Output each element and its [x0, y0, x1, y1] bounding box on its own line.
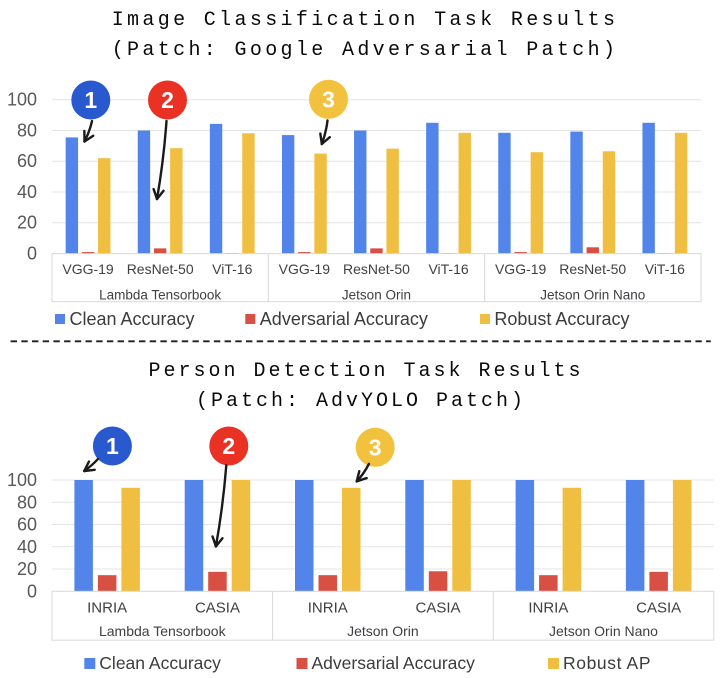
svg-text:VGG-19: VGG-19	[279, 261, 331, 277]
svg-text:INRIA: INRIA	[528, 600, 568, 617]
svg-text:100: 100	[7, 90, 37, 110]
svg-text:Jetson Orin Nano: Jetson Orin Nano	[549, 623, 658, 639]
svg-text:Person Detection Task Results: Person Detection Task Results	[148, 360, 583, 383]
svg-text:ResNet-50: ResNet-50	[127, 261, 194, 277]
svg-text:1: 1	[106, 433, 119, 459]
svg-text:60: 60	[17, 515, 37, 535]
svg-text:(Patch: Google Adversarial Pat: (Patch: Google Adversarial Patch)	[112, 39, 619, 62]
svg-text:20: 20	[17, 559, 37, 579]
svg-text:3: 3	[322, 87, 335, 113]
svg-text:100: 100	[7, 470, 37, 490]
svg-text:VGG-19: VGG-19	[62, 261, 114, 277]
svg-text:INRIA: INRIA	[87, 600, 127, 617]
svg-text:Jetson Orin: Jetson Orin	[342, 288, 411, 303]
svg-text:2: 2	[161, 87, 174, 113]
svg-text:CASIA: CASIA	[416, 600, 461, 617]
svg-text:VGG-19: VGG-19	[495, 261, 547, 277]
svg-text:Jetson Orin Nano: Jetson Orin Nano	[540, 288, 645, 303]
svg-text:0: 0	[27, 244, 37, 264]
svg-text:ResNet-50: ResNet-50	[343, 261, 410, 277]
svg-text:Robust Accuracy: Robust Accuracy	[494, 309, 629, 329]
svg-text:1: 1	[84, 87, 97, 113]
svg-text:Adversarial Accuracy: Adversarial Accuracy	[312, 653, 476, 673]
svg-text:0: 0	[27, 582, 37, 602]
svg-text:CASIA: CASIA	[636, 600, 681, 617]
svg-text:40: 40	[17, 537, 37, 557]
svg-text:Lambda Tensorbook: Lambda Tensorbook	[99, 623, 227, 639]
svg-text:ViT-16: ViT-16	[645, 261, 685, 277]
svg-text:ResNet-50: ResNet-50	[559, 261, 626, 277]
svg-text:Robust AP: Robust AP	[563, 653, 651, 673]
svg-text:Adversarial Accuracy: Adversarial Accuracy	[260, 309, 428, 329]
svg-text:80: 80	[17, 493, 37, 513]
svg-text:Image Classification Task Resu: Image Classification Task Results	[112, 9, 619, 32]
svg-text:20: 20	[17, 213, 37, 233]
svg-text:40: 40	[17, 182, 37, 202]
svg-text:Jetson Orin: Jetson Orin	[347, 623, 419, 639]
svg-text:ViT-16: ViT-16	[428, 261, 468, 277]
svg-text:Clean Accuracy: Clean Accuracy	[99, 653, 221, 673]
svg-text:2: 2	[222, 433, 235, 459]
svg-text:(Patch: AdvYOLO Patch): (Patch: AdvYOLO Patch)	[196, 390, 526, 413]
svg-text:80: 80	[17, 120, 37, 140]
svg-text:3: 3	[369, 435, 382, 461]
svg-text:CASIA: CASIA	[195, 600, 240, 617]
svg-text:ViT-16: ViT-16	[212, 261, 252, 277]
svg-text:60: 60	[17, 151, 37, 171]
svg-text:INRIA: INRIA	[308, 600, 348, 617]
svg-text:Lambda Tensorbook: Lambda Tensorbook	[99, 288, 221, 303]
svg-text:Clean Accuracy: Clean Accuracy	[70, 309, 195, 329]
